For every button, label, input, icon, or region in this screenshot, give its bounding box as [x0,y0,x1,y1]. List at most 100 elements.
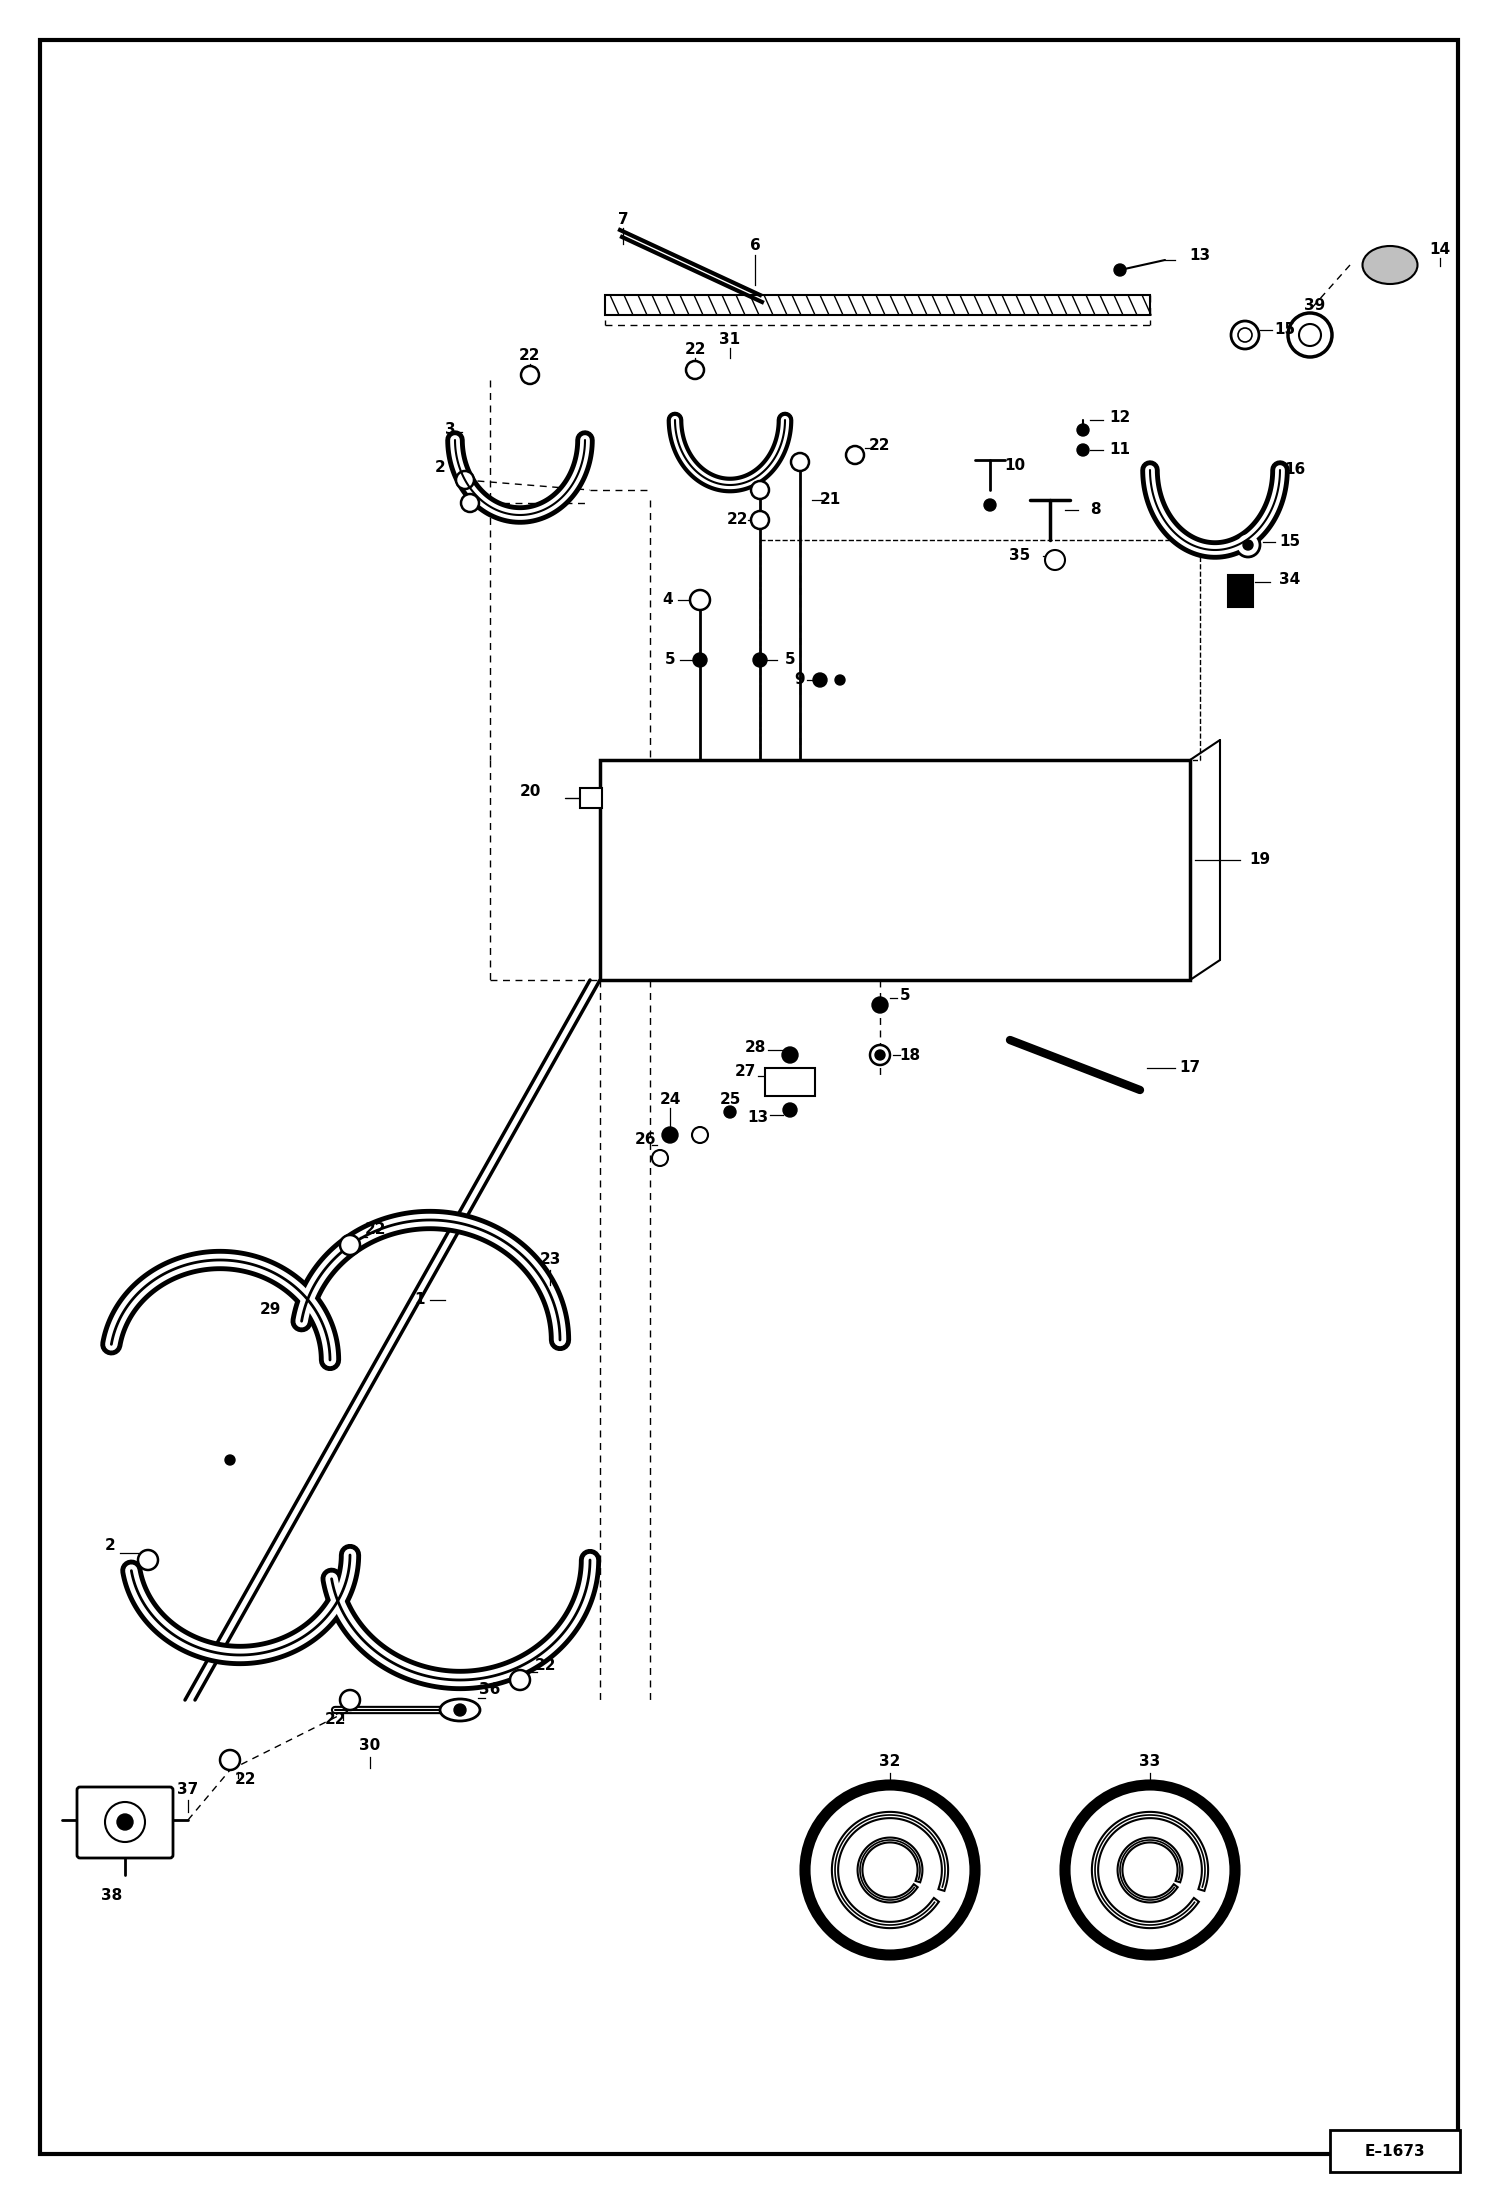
Text: 12: 12 [1110,410,1131,426]
Text: 6: 6 [749,237,761,252]
Text: 13: 13 [748,1110,768,1126]
Text: 32: 32 [879,1755,900,1771]
Text: 5: 5 [785,652,795,667]
Text: 25: 25 [719,1093,740,1108]
Circle shape [875,1051,885,1060]
Text: 38: 38 [102,1887,123,1902]
Circle shape [521,366,539,384]
Circle shape [1077,423,1089,437]
Text: 22: 22 [869,437,891,452]
Text: 26: 26 [634,1132,656,1147]
Circle shape [1231,320,1258,349]
Text: 22: 22 [234,1773,256,1788]
Text: 22: 22 [727,513,749,527]
Text: 13: 13 [1189,248,1210,263]
Circle shape [1288,314,1332,358]
Circle shape [1237,327,1252,342]
Text: 4: 4 [662,592,673,608]
Circle shape [791,452,809,472]
Circle shape [804,1786,975,1955]
Bar [580,788,602,807]
Circle shape [724,1106,736,1119]
Text: 27: 27 [734,1064,755,1079]
Text: 10: 10 [1005,459,1026,472]
Circle shape [509,1670,530,1689]
Text: 34: 34 [1279,573,1300,588]
Text: 28: 28 [745,1040,765,1055]
Circle shape [750,511,768,529]
Text: 21: 21 [819,491,840,507]
Text: 22: 22 [535,1656,556,1672]
Circle shape [117,1814,133,1830]
Circle shape [652,1150,668,1165]
Circle shape [340,1689,360,1709]
Circle shape [340,1235,360,1255]
Bar [1228,575,1252,608]
Circle shape [834,676,845,685]
Circle shape [783,1104,797,1117]
Circle shape [694,654,707,667]
Text: 22: 22 [364,1222,386,1237]
Circle shape [220,1751,240,1771]
Circle shape [1243,540,1252,551]
Text: 19: 19 [1249,853,1270,867]
Text: 8: 8 [1089,502,1101,518]
Circle shape [872,996,888,1014]
Text: 24: 24 [659,1093,680,1108]
Text: 22: 22 [520,347,541,362]
Text: 23: 23 [539,1253,560,1268]
Text: 14: 14 [1429,244,1450,257]
FancyBboxPatch shape [76,1786,172,1858]
Circle shape [105,1801,145,1843]
Text: 3: 3 [445,423,455,437]
Ellipse shape [440,1698,479,1720]
Circle shape [662,1128,679,1143]
Circle shape [753,654,767,667]
Text: 35: 35 [1010,548,1031,564]
Text: 22: 22 [685,342,706,358]
Circle shape [813,674,827,687]
Text: 15: 15 [1279,535,1300,548]
Text: 29: 29 [259,1303,280,1319]
Circle shape [782,1047,798,1064]
Text: 31: 31 [719,333,740,347]
Text: 37: 37 [177,1782,199,1797]
Text: 18: 18 [899,1047,921,1062]
Circle shape [1077,443,1089,456]
Text: 16: 16 [1284,463,1306,478]
Text: 39: 39 [1305,298,1326,312]
Bar [765,1068,815,1097]
Circle shape [870,1044,890,1064]
Circle shape [1065,1786,1234,1955]
Text: 30: 30 [360,1738,380,1753]
Text: 2: 2 [434,461,445,476]
Circle shape [225,1455,235,1466]
Bar [605,294,1150,316]
Circle shape [750,480,768,498]
Text: 22: 22 [324,1714,346,1727]
Bar [1330,2130,1461,2172]
Text: 17: 17 [1179,1060,1200,1075]
Circle shape [1236,533,1260,557]
Circle shape [461,494,479,511]
Bar [601,759,1189,981]
Ellipse shape [1363,246,1417,283]
Circle shape [1115,263,1126,276]
Circle shape [454,1705,466,1716]
Circle shape [691,590,710,610]
Text: E–1673: E–1673 [1365,2144,1425,2159]
Text: 1: 1 [415,1292,425,1308]
Text: 7: 7 [617,213,628,228]
Circle shape [686,362,704,380]
Circle shape [692,1128,709,1143]
Text: 2: 2 [105,1538,115,1553]
Circle shape [138,1549,157,1571]
Text: 9: 9 [794,674,806,687]
Text: 36: 36 [479,1683,500,1698]
Circle shape [846,445,864,463]
Text: 5: 5 [665,652,676,667]
Circle shape [1046,551,1065,570]
Circle shape [1299,325,1321,347]
Circle shape [984,498,996,511]
Bar [759,540,1200,759]
